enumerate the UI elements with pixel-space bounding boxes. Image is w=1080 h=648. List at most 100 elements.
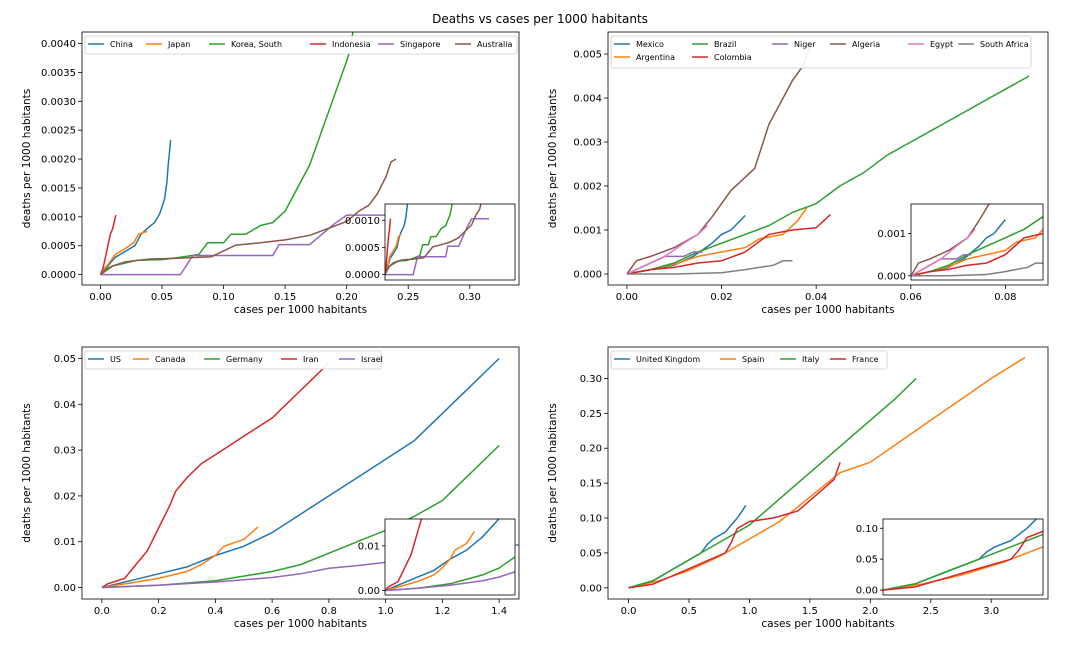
inset-series-line: [911, 232, 1043, 277]
x-tick-label: 0.8: [321, 606, 337, 617]
y-tick-label: 0.002: [573, 182, 602, 193]
legend-item: Niger: [772, 40, 816, 49]
series-line-japan: [99, 230, 148, 276]
legend-label: Brazil: [714, 40, 736, 49]
legend-label: Mexico: [636, 40, 664, 49]
series-line-egypt: [626, 225, 708, 275]
inset-y-tick-label: 0.05: [856, 555, 878, 566]
series-line-italy: [628, 377, 917, 589]
inset-axes: 0.0000 0.0005 0.0010: [345, 203, 516, 281]
y-tick-label: 0.000: [573, 270, 602, 281]
x-axis-label: cases per 1000 habitants: [234, 304, 367, 316]
x-tick-label: 1.4: [491, 606, 507, 617]
series-line-germany: [101, 444, 500, 589]
legend-label: Niger: [794, 40, 816, 49]
legend-item: Germany: [204, 355, 263, 364]
x-tick-label: 3.0: [983, 606, 999, 617]
x-tick-label: 2.5: [923, 606, 939, 617]
y-tick-label: 0.0035: [41, 68, 76, 79]
legend-label: Colombia: [714, 53, 752, 62]
y-tick-label: 0.003: [573, 138, 602, 149]
y-tick-label: 0.03: [54, 446, 76, 457]
legend-label: Italy: [802, 355, 820, 364]
x-tick-label: 0.00: [89, 292, 111, 303]
charts-container: 0.00 0.05 0.10 0.15 0.20 0.25 0.30 0.0000 0.0005…: [21, 31, 1049, 630]
y-tick-label: 0.20: [580, 444, 602, 455]
legend: China Japan Korea, South Indonesia Singapore…: [84, 35, 518, 55]
series-line-colombia: [626, 214, 831, 275]
legend: US Canada Germany Iran Israel: [84, 350, 383, 370]
legend-box: [84, 35, 518, 55]
y-tick-label: 0.0025: [41, 126, 76, 137]
y-tick-label: 0.001: [573, 226, 602, 237]
legend-label: Israel: [361, 355, 383, 364]
legend-item: Argentina: [614, 53, 675, 62]
legend-label: Singapore: [400, 40, 440, 49]
legend-label: Egypt: [930, 40, 953, 49]
axes-frame: [607, 31, 1049, 286]
x-tick-label: 0.0: [94, 606, 110, 617]
chart-3: 0.0 0.2 0.4 0.6 0.8 1.0 1.2 1.4 0.00 0.01 0.02 0.03…: [21, 346, 520, 630]
inset-y-tick-label: 0.0010: [345, 216, 380, 227]
legend-item: Singapore: [378, 40, 440, 49]
inset-series-line: [911, 204, 990, 277]
series-line-spain: [628, 356, 1026, 589]
inset-background: [883, 519, 1043, 595]
y-tick-label: 0.0030: [41, 97, 76, 108]
x-axis-label: cases per 1000 habitants: [761, 304, 894, 316]
x-tick-label: 1.2: [434, 606, 450, 617]
legend-label: Indonesia: [332, 40, 371, 49]
legend-label: Japan: [167, 40, 190, 49]
y-tick-label: 0.15: [580, 479, 602, 490]
inset-y-tick-label: 0.0000: [345, 270, 380, 281]
inset-y-tick-label: 0.00: [856, 586, 878, 597]
series-line-south-africa: [626, 260, 793, 275]
legend-label: Argentina: [636, 53, 675, 62]
series-line-argentina: [626, 207, 808, 275]
legend-label: Iran: [303, 355, 319, 364]
y-tick-label: 0.01: [54, 537, 76, 548]
inset-frame: [384, 203, 516, 281]
figure-title: Deaths vs cases per 1000 habitants: [432, 12, 648, 26]
legend-item: Iran: [281, 355, 319, 364]
y-axis-label: deaths per 1000 habitants: [21, 403, 33, 542]
x-tick-label: 1.0: [741, 606, 757, 617]
legend-label: United Kingdom: [636, 355, 700, 364]
x-tick-label: 0.20: [336, 292, 358, 303]
legend-item: Italy: [780, 355, 820, 364]
x-tick-label: 0.5: [681, 606, 697, 617]
series-line-us: [101, 357, 500, 589]
inset-series-group: [911, 204, 1043, 277]
series-group: [626, 44, 1030, 275]
series-line-singapore: [100, 214, 396, 276]
y-tick-label: 0.05: [580, 548, 602, 559]
series-line-australia: [100, 158, 397, 276]
y-axis-label: deaths per 1000 habitants: [547, 403, 559, 542]
chart-4: 0.0 0.5 1.0 1.5 2.0 2.5 3.0 0.00 0.05 0.10 0.15 0.2…: [547, 346, 1049, 630]
inset-y-tick-label: 0.0005: [345, 243, 380, 254]
legend-item: United Kingdom: [614, 355, 700, 364]
y-tick-label: 0.05: [54, 354, 76, 365]
y-tick-label: 0.30: [580, 374, 602, 385]
inset-y-tick-label: 0.000: [877, 271, 906, 282]
x-tick-label: 0.05: [151, 292, 173, 303]
y-tick-label: 0.0000: [41, 270, 76, 281]
y-tick-label: 0.00: [54, 583, 76, 594]
legend-label: China: [110, 40, 133, 49]
x-tick-label: 0.0: [621, 606, 637, 617]
chart-2: 0.00 0.02 0.04 0.06 0.08 0.000 0.001 0.002 0.003…: [547, 31, 1049, 316]
inset-y-tick-label: 0.10: [856, 524, 878, 535]
legend-item: Israel: [339, 355, 383, 364]
inset-frame: [910, 203, 1044, 281]
inset-frame: [384, 518, 516, 596]
x-tick-label: 0.4: [207, 606, 223, 617]
inset-frame: [882, 518, 1044, 596]
y-tick-label: 0.0015: [41, 183, 76, 194]
legend-item: China: [88, 40, 133, 49]
inset-axes: 0.000 0.001: [877, 203, 1044, 282]
series-line-algeria: [626, 44, 813, 275]
series-line-china: [99, 139, 172, 276]
series-line-canada: [101, 526, 259, 589]
x-axis-label: cases per 1000 habitants: [234, 618, 367, 630]
